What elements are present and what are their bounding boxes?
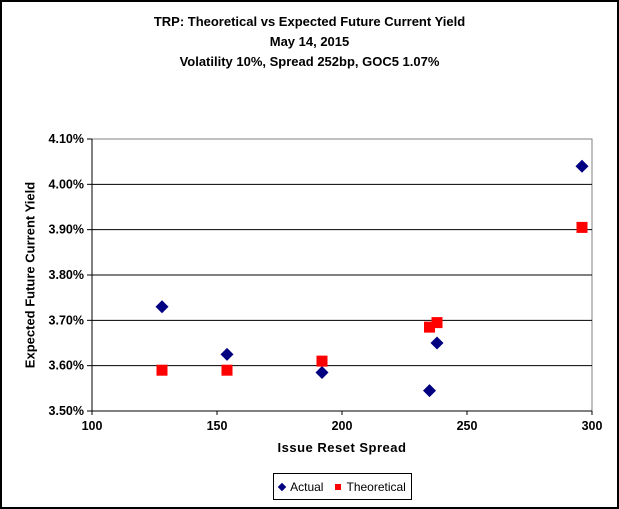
y-tick-label: 4.10% bbox=[49, 132, 84, 146]
chart-title-line1: TRP: Theoretical vs Expected Future Curr… bbox=[153, 14, 466, 29]
x-tick-label: 300 bbox=[582, 419, 603, 433]
data-point-theoretical bbox=[431, 317, 443, 329]
data-point-theoretical bbox=[221, 364, 233, 376]
actual-diamond-icon bbox=[277, 482, 287, 491]
data-point-actual bbox=[423, 384, 436, 398]
x-tick-label: 200 bbox=[332, 419, 353, 433]
theoretical-square-icon bbox=[335, 483, 342, 490]
x-axis-title: Issue Reset Spread bbox=[277, 440, 407, 455]
data-point-actual bbox=[575, 159, 589, 173]
x-tick-label: 150 bbox=[207, 419, 228, 433]
legend-item-actual: Actual bbox=[277, 479, 324, 494]
y-tick-label: 4.00% bbox=[49, 177, 84, 191]
y-tick-label: 3.50% bbox=[49, 404, 84, 418]
y-axis-title: Expected Future Current Yield bbox=[22, 181, 38, 369]
x-tick-label: 250 bbox=[457, 419, 478, 433]
data-point-actual bbox=[315, 365, 329, 379]
legend-label-theoretical: Theoretical bbox=[346, 479, 406, 494]
data-point-theoretical bbox=[576, 221, 588, 233]
chart-title-block: TRP: Theoretical vs Expected Future Curr… bbox=[2, 12, 617, 72]
y-tick-label: 3.70% bbox=[49, 313, 84, 327]
legend-item-theoretical: Theoretical bbox=[335, 479, 406, 494]
data-point-theoretical bbox=[424, 321, 435, 333]
data-point-actual bbox=[220, 347, 234, 361]
y-tick-label: 3.90% bbox=[49, 223, 84, 237]
data-point-theoretical bbox=[316, 355, 328, 367]
legend-box: Actual Theoretical bbox=[273, 473, 412, 500]
y-tick-label: 3.60% bbox=[49, 359, 84, 373]
data-point-actual bbox=[155, 300, 169, 314]
x-tick-label: 100 bbox=[82, 419, 103, 433]
legend-label-actual: Actual bbox=[290, 479, 324, 494]
chart-title-line3: Volatility 10%, Spread 252bp, GOC5 1.07% bbox=[179, 54, 440, 69]
y-tick-label: 3.80% bbox=[49, 268, 84, 282]
data-point-actual bbox=[430, 336, 444, 350]
chart-title-line2: May 14, 2015 bbox=[269, 34, 350, 49]
data-point-theoretical bbox=[156, 364, 168, 376]
